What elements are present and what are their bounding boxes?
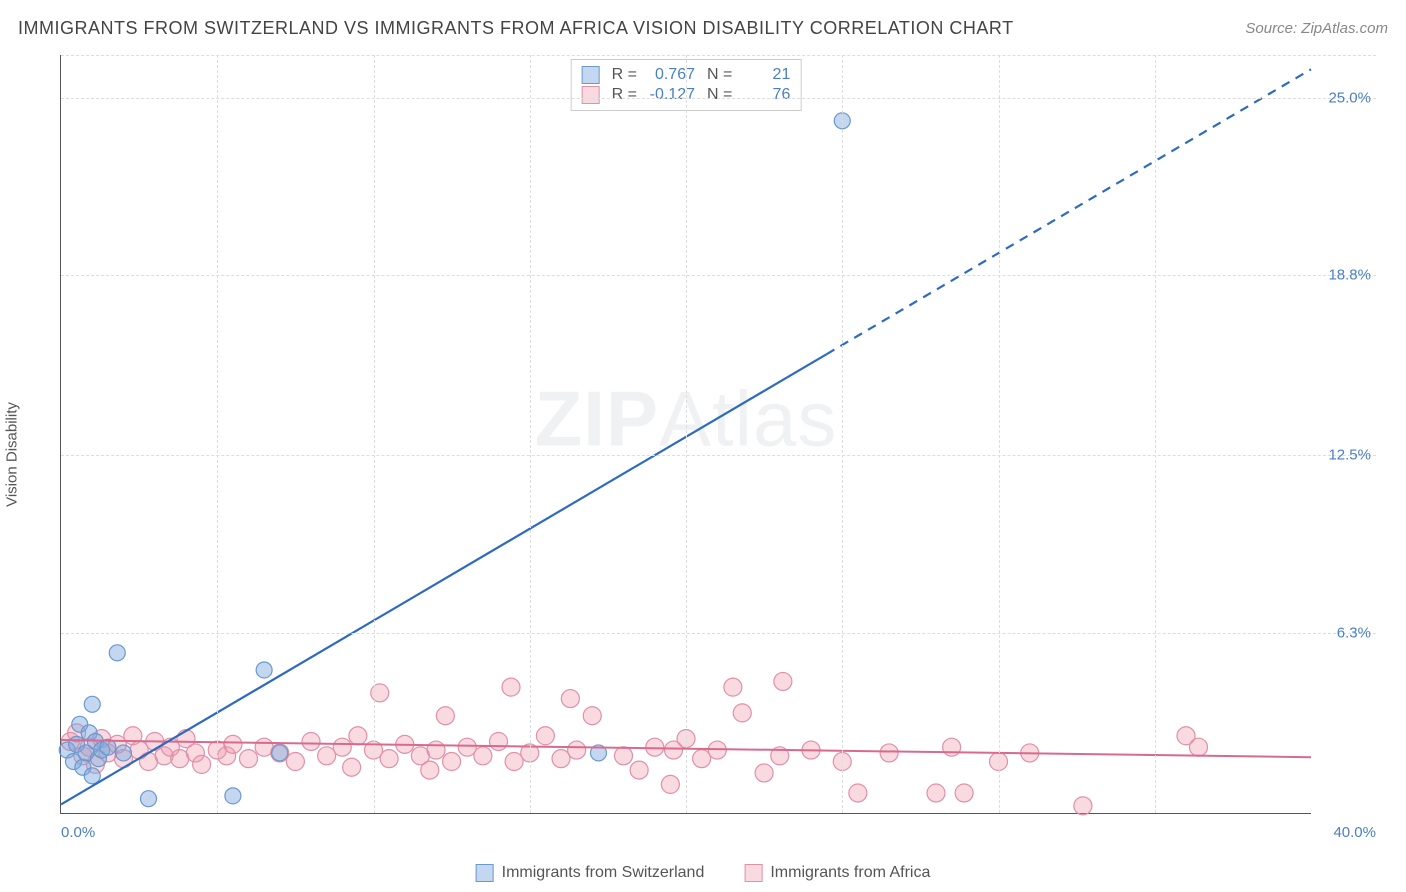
data-point bbox=[256, 662, 272, 678]
legend-item-switzerland: Immigrants from Switzerland bbox=[476, 864, 705, 882]
data-point bbox=[943, 738, 961, 756]
data-point bbox=[474, 747, 492, 765]
data-point bbox=[333, 738, 351, 756]
plot-area: ZIPAtlas R = 0.767 N = 21 R = -0.127 N =… bbox=[60, 55, 1311, 814]
series-legend: Immigrants from Switzerland Immigrants f… bbox=[476, 864, 931, 882]
data-point bbox=[84, 768, 100, 784]
y-axis-label: Vision Disability bbox=[4, 402, 21, 507]
data-point bbox=[84, 696, 100, 712]
data-point bbox=[302, 732, 320, 750]
y-tick-label: 18.8% bbox=[1328, 267, 1371, 284]
data-point bbox=[615, 747, 633, 765]
data-point bbox=[193, 755, 211, 773]
source-attribution: Source: ZipAtlas.com bbox=[1245, 20, 1388, 37]
data-point bbox=[1190, 738, 1208, 756]
swatch-icon bbox=[476, 864, 494, 882]
data-point bbox=[733, 704, 751, 722]
y-tick-label: 6.3% bbox=[1337, 624, 1371, 641]
data-point bbox=[443, 753, 461, 771]
data-point bbox=[755, 764, 773, 782]
swatch-icon bbox=[582, 66, 600, 84]
data-point bbox=[561, 690, 579, 708]
data-point bbox=[349, 727, 367, 745]
data-point bbox=[630, 761, 648, 779]
data-point bbox=[286, 753, 304, 771]
data-point bbox=[849, 784, 867, 802]
data-point bbox=[225, 788, 241, 804]
data-point bbox=[502, 678, 520, 696]
data-point bbox=[774, 672, 792, 690]
data-point bbox=[141, 791, 157, 807]
data-point bbox=[1074, 797, 1092, 815]
data-point bbox=[490, 732, 508, 750]
data-point bbox=[427, 741, 445, 759]
data-point bbox=[583, 707, 601, 725]
data-point bbox=[955, 784, 973, 802]
data-point bbox=[240, 750, 258, 768]
trend-line-switzerland-dashed bbox=[827, 69, 1311, 354]
legend-item-africa: Immigrants from Africa bbox=[744, 864, 930, 882]
data-point bbox=[224, 735, 242, 753]
data-point bbox=[536, 727, 554, 745]
data-point bbox=[436, 707, 454, 725]
swatch-icon bbox=[744, 864, 762, 882]
data-point bbox=[927, 784, 945, 802]
data-point bbox=[421, 761, 439, 779]
trend-line-switzerland bbox=[61, 354, 827, 804]
data-point bbox=[109, 645, 125, 661]
y-tick-label: 12.5% bbox=[1328, 447, 1371, 464]
swatch-icon bbox=[582, 86, 600, 104]
y-tick-label: 25.0% bbox=[1328, 89, 1371, 106]
x-max-label: 40.0% bbox=[1333, 824, 1376, 841]
x-min-label: 0.0% bbox=[61, 824, 95, 841]
data-point bbox=[880, 744, 898, 762]
data-point bbox=[343, 758, 361, 776]
data-point bbox=[568, 741, 586, 759]
data-point bbox=[380, 750, 398, 768]
chart-container: ZIPAtlas R = 0.767 N = 21 R = -0.127 N =… bbox=[50, 55, 1376, 852]
data-point bbox=[272, 745, 288, 761]
data-point bbox=[661, 775, 679, 793]
data-point bbox=[724, 678, 742, 696]
chart-title: IMMIGRANTS FROM SWITZERLAND VS IMMIGRANT… bbox=[18, 18, 1014, 39]
data-point bbox=[116, 745, 132, 761]
